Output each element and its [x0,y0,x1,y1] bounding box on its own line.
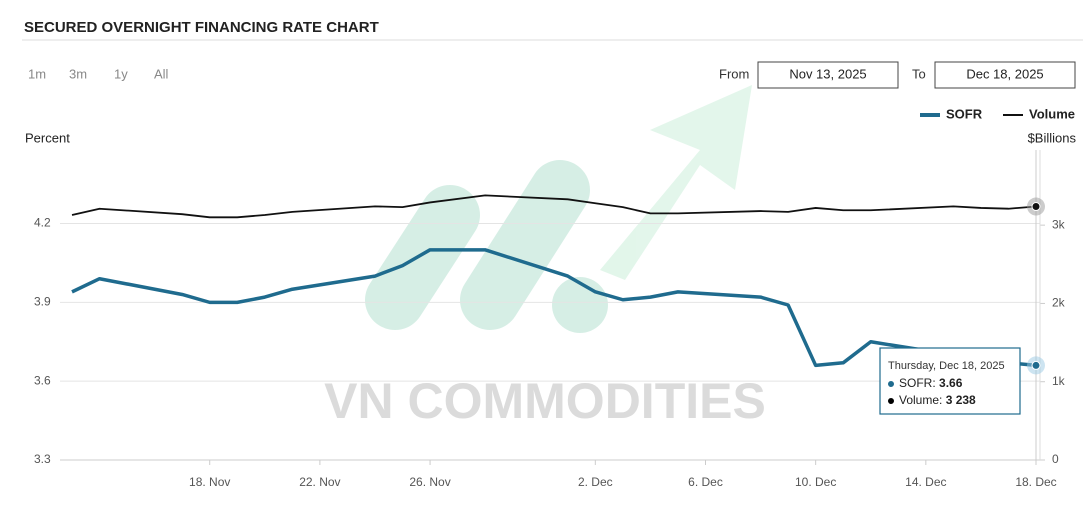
tooltip-box [879,347,1021,415]
watermark: VN COMMODITIES [324,373,766,429]
to-value[interactable]: Dec 18, 2025 [966,66,1043,81]
range-button[interactable]: 1m [28,66,46,81]
x-tick-label: 14. Dec [905,475,946,489]
hover-point [1031,202,1041,212]
tooltip-value: 3.66 [939,376,963,390]
from-label: From [719,66,749,81]
tooltip-row: Volume: 3 238 [899,393,976,407]
tooltip-sep: : [939,393,946,407]
x-tick-label: 2. Dec [578,475,613,489]
x-tick-label: 18. Nov [189,475,230,489]
series-line [71,248,1037,368]
y-tick-label: 4.2 [34,216,51,230]
hover-point [1031,360,1041,370]
tooltip-series: SOFR [899,376,933,390]
tooltip-series: Volume [899,393,939,407]
tooltip-value: 3 238 [946,393,976,407]
y-tick-label: 3.9 [34,295,51,309]
range-button[interactable]: 3m [69,66,87,81]
legend-label: SOFR [946,106,983,121]
to-input[interactable] [934,61,1076,89]
series-line [71,194,1037,219]
to-label: To [912,66,926,81]
range-button[interactable]: 1y [114,66,128,81]
x-tick-label: 6. Dec [688,475,723,489]
tooltip: Thursday, Dec 18, 2025 SOFR: 3.66 Volume: … [879,347,1021,415]
y2-tick-label: 0 [1052,452,1059,466]
legend-label: Volume [1029,106,1075,121]
y-tick-label: 3.6 [34,373,51,387]
y2-axis-label: $Billions [1028,130,1077,145]
range-button[interactable]: All [154,66,169,81]
tooltip-dot [888,381,894,387]
y-tick-label: 3.3 [34,452,51,466]
x-tick-label: 18. Dec [1015,475,1056,489]
y-axis-label: Percent [25,130,70,145]
tooltip-sep: : [932,376,939,390]
y2-tick-label: 1k [1052,374,1066,388]
y2-tick-label: 3k [1052,217,1066,231]
x-tick-label: 22. Nov [299,475,340,489]
from-input[interactable] [757,61,899,89]
tooltip-row: SOFR: 3.66 [899,376,963,390]
x-tick-label: 26. Nov [409,475,450,489]
watermark-logo [365,85,752,333]
title: SECURED OVERNIGHT FINANCING RATE CHART [24,19,379,36]
from-value[interactable]: Nov 13, 2025 [789,66,866,81]
tooltip-title: Thursday, Dec 18, 2025 [888,360,1005,372]
tooltip-dot [888,398,894,404]
x-tick-label: 10. Dec [795,475,836,489]
y2-tick-label: 2k [1052,296,1066,310]
